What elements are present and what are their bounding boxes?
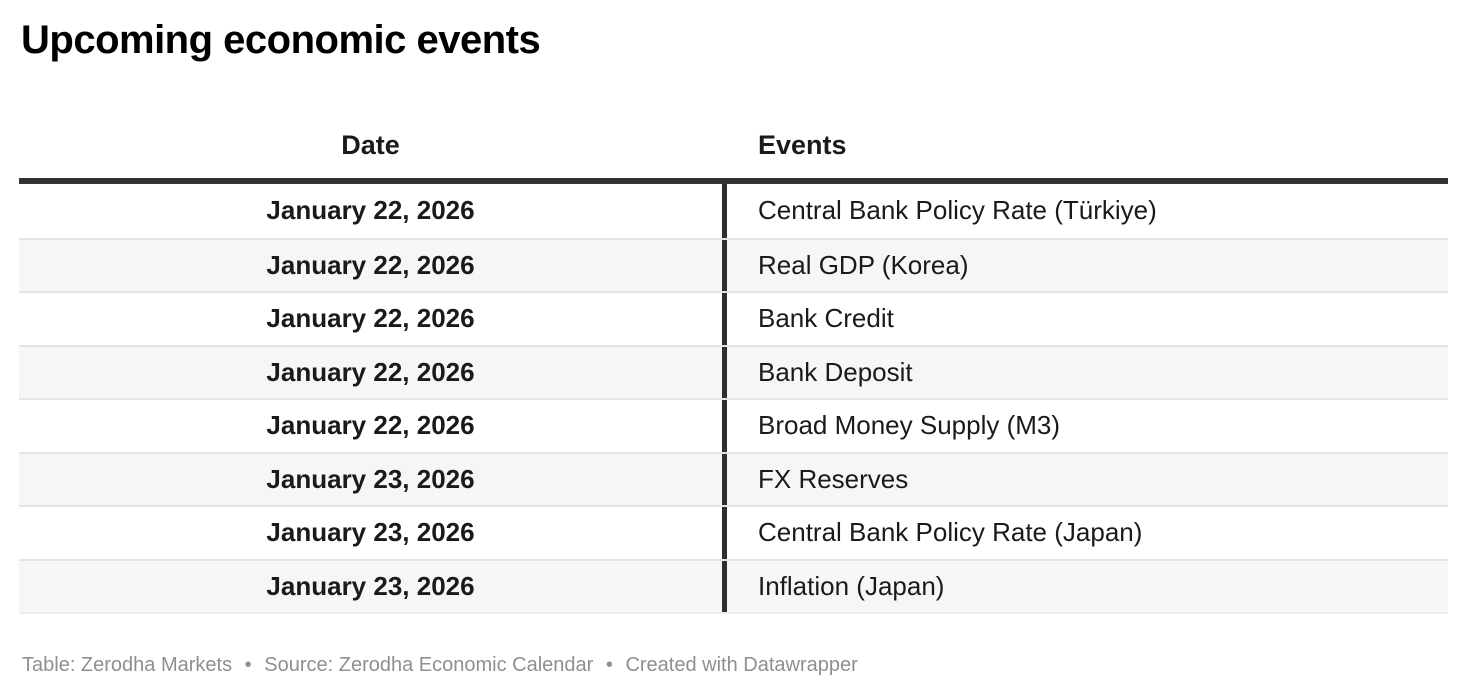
date-cell: January 23, 2026 xyxy=(266,570,475,601)
event-cell: FX Reserves xyxy=(722,453,1448,505)
chart-title: Upcoming economic events xyxy=(21,18,541,62)
table-row: January 22, 2026 Central Bank Policy Rat… xyxy=(19,184,1448,238)
bullet-separator: • xyxy=(244,654,252,676)
source-credit: Source: Zerodha Economic Calendar xyxy=(264,654,594,676)
table-header-row: Date Events xyxy=(19,112,1448,184)
column-header-date: Date xyxy=(341,129,400,160)
table-row: January 23, 2026 FX Reserves xyxy=(19,451,1448,505)
event-cell: Broad Money Supply (M3) xyxy=(722,400,1448,452)
table-row: January 22, 2026 Real GDP (Korea) xyxy=(19,237,1448,291)
table-row: January 22, 2026 Broad Money Supply (M3) xyxy=(19,398,1448,452)
table-row: January 22, 2026 Bank Credit xyxy=(19,291,1448,345)
table-row: January 23, 2026 Central Bank Policy Rat… xyxy=(19,505,1448,559)
event-cell: Central Bank Policy Rate (Türkiye) xyxy=(722,184,1448,238)
event-cell: Central Bank Policy Rate (Japan) xyxy=(722,507,1448,559)
date-cell: January 23, 2026 xyxy=(266,517,475,548)
date-cell: January 22, 2026 xyxy=(266,249,475,280)
event-cell: Bank Deposit xyxy=(722,346,1448,398)
event-cell: Bank Credit xyxy=(722,293,1448,345)
date-cell: January 22, 2026 xyxy=(266,356,475,387)
date-cell: January 22, 2026 xyxy=(266,303,475,334)
created-with-datawrapper-link[interactable]: Created with Datawrapper xyxy=(625,654,858,676)
table-row: January 23, 2026 Inflation (Japan) xyxy=(19,558,1448,612)
events-table: Date Events January 22, 2026 Central Ban… xyxy=(19,112,1448,614)
table-body: January 22, 2026 Central Bank Policy Rat… xyxy=(19,184,1448,614)
date-cell: January 23, 2026 xyxy=(266,463,475,494)
attribution-footer: Table: Zerodha Markets • Source: Zerodha… xyxy=(22,653,858,677)
table-credit: Table: Zerodha Markets xyxy=(22,654,233,676)
date-cell: January 22, 2026 xyxy=(266,410,475,441)
event-cell: Real GDP (Korea) xyxy=(722,239,1448,291)
column-header-events: Events xyxy=(758,129,847,160)
table-row: January 22, 2026 Bank Deposit xyxy=(19,344,1448,398)
event-cell: Inflation (Japan) xyxy=(722,560,1448,612)
date-cell: January 22, 2026 xyxy=(266,195,475,226)
bullet-separator: • xyxy=(605,654,613,676)
